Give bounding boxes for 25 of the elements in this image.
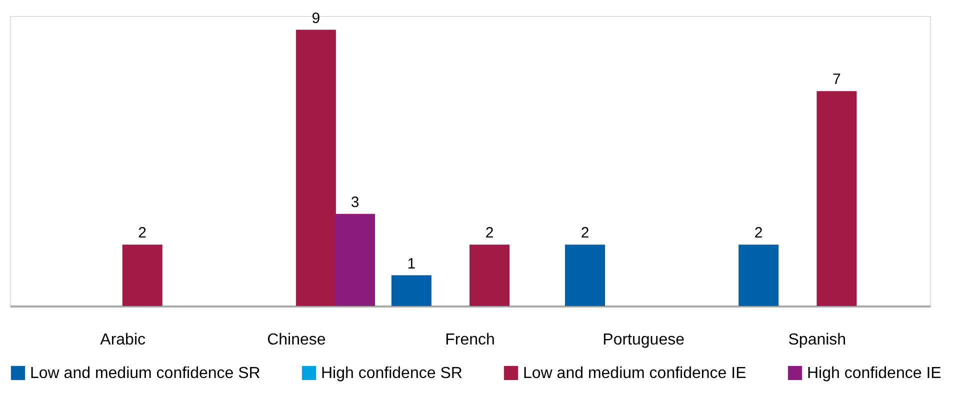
bar	[565, 244, 605, 306]
bar	[335, 214, 375, 306]
data-label: 7	[832, 71, 841, 88]
data-label: 2	[138, 224, 147, 242]
bar	[391, 275, 432, 306]
data-label: 2	[485, 224, 494, 242]
data-label: 2	[754, 224, 763, 242]
data-label: 2	[580, 224, 590, 242]
legend-label: High confidence SR	[321, 365, 462, 382]
legend-label: High confidence IE	[807, 365, 942, 382]
x-tick-label: Portuguese	[602, 332, 685, 348]
bar	[470, 244, 510, 306]
x-tick-label: Chinese	[267, 332, 326, 348]
x-tick-label: Spanish	[788, 332, 846, 348]
bar	[296, 30, 336, 306]
bar	[816, 91, 857, 306]
bar	[738, 244, 779, 306]
legend-label: Low and medium confidence SR	[30, 365, 260, 382]
data-label: 1	[407, 255, 416, 272]
legend-label: Low and medium confidence IE	[523, 365, 746, 382]
data-label: 9	[312, 10, 320, 27]
data-label: 3	[350, 194, 360, 211]
bar	[122, 244, 162, 306]
x-tick-label: French	[445, 332, 495, 348]
x-tick-label: Arabic	[100, 332, 146, 348]
